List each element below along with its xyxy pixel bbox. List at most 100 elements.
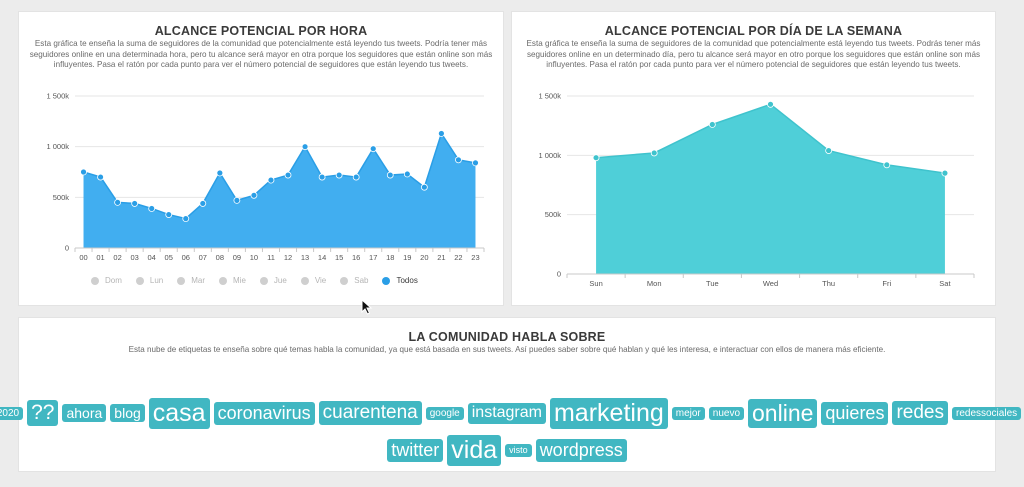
hourly-reach-title: ALCANCE POTENCIAL POR HORA	[154, 24, 368, 38]
legend-dot-icon	[259, 276, 268, 285]
data-point	[403, 170, 411, 178]
x-tick-label: 04	[148, 253, 156, 262]
data-point	[216, 169, 224, 177]
x-tick-label: 14	[318, 253, 326, 262]
tag-visto[interactable]: visto	[505, 444, 532, 457]
x-tick-label: 02	[113, 253, 121, 262]
x-tick-label: 08	[216, 253, 224, 262]
tag-marketing[interactable]: marketing	[549, 398, 668, 429]
tag-cloud-title: LA COMUNIDAD HABLA SOBRE	[408, 330, 606, 344]
data-point	[650, 149, 658, 157]
legend-item-jue[interactable]: Jue	[259, 276, 287, 285]
data-point	[199, 200, 207, 207]
tag-wordpress[interactable]: wordpress	[535, 439, 627, 462]
data-point	[165, 211, 173, 218]
tag-ahora[interactable]: ahora	[62, 404, 107, 423]
legend-dot-icon	[91, 276, 99, 285]
data-point	[233, 196, 241, 204]
legend-dot-icon	[382, 276, 391, 285]
y-tick-label: 1 500k	[46, 92, 69, 101]
data-point	[131, 200, 139, 207]
data-point	[148, 205, 156, 212]
tag-google[interactable]: google	[425, 406, 464, 421]
legend-dot-icon	[135, 276, 144, 285]
x-tick-label: 07	[199, 253, 207, 262]
tag-vida[interactable]: vida	[447, 435, 502, 466]
weekly-reach-title: ALCANCE POTENCIAL POR DÍA DE LA SEMANA	[604, 24, 903, 38]
tag-online[interactable]: online	[748, 399, 818, 428]
x-tick-label: 03	[130, 253, 138, 262]
x-tick-label: 16	[352, 253, 360, 262]
data-point	[941, 169, 949, 177]
tag-mejor[interactable]: mejor	[671, 406, 705, 421]
x-tick-label: Fri	[882, 279, 891, 288]
data-point	[455, 156, 462, 164]
x-tick-label: 15	[335, 253, 343, 262]
y-tick-label: 1 000k	[538, 151, 561, 160]
legend-label: Jue	[273, 276, 287, 285]
weekly-reach-chart[interactable]: 0 500k 1 000k 1 500k Sun Mon Tue Wed Thu Fri Sat	[512, 12, 995, 305]
hourly-reach-legend: Dom Lun Mar Mie Jue Vie Sab Todos	[91, 276, 432, 285]
area-fill	[83, 133, 476, 248]
x-tick-label: 23	[471, 253, 479, 262]
tag-casa[interactable]: casa	[148, 398, 210, 429]
tag-instagram[interactable]: instagram	[467, 403, 546, 424]
data-point	[386, 171, 394, 179]
tag-twitter[interactable]: twitter	[387, 439, 444, 462]
data-point	[335, 171, 343, 179]
x-tick-label: Tue	[706, 279, 719, 288]
y-tick-label: 500k	[545, 210, 562, 219]
legend-dot-icon	[177, 276, 186, 285]
tag-cloud-panel: LA COMUNIDAD HABLA SOBRE Esta nube de et…	[0, 318, 1022, 471]
x-tick-label: 09	[233, 253, 241, 262]
y-tick-label: 500k	[53, 193, 70, 202]
tag-blog[interactable]: blog	[110, 404, 145, 423]
legend-label: Mie	[233, 276, 246, 285]
data-point	[80, 168, 87, 176]
data-point	[369, 145, 377, 153]
tag-cuarentena[interactable]: cuarentena	[318, 401, 422, 426]
tag-question-marks[interactable]: ??	[27, 400, 59, 427]
weekly-reach-panel: ALCANCE POTENCIAL POR DÍA DE LA SEMANA E…	[512, 12, 995, 305]
hourly-reach-description: Esta gráfica te enseña la suma de seguid…	[29, 39, 493, 69]
legend-label: Dom	[105, 276, 122, 285]
x-tick-label: 18	[386, 253, 394, 262]
hourly-reach-panel: ALCANCE POTENCIAL POR HORA Esta gráfica …	[19, 12, 503, 305]
tag-quieres[interactable]: quieres	[821, 402, 889, 425]
tag-coronavirus[interactable]: coronavirus	[213, 402, 315, 425]
hourly-reach-chart[interactable]: 0 500k 1 000k 1 500k 00 01 02 03 04 05 06 07 08 09 10 1…	[19, 12, 503, 305]
data-point	[472, 159, 479, 167]
x-tick-label: 13	[301, 253, 309, 262]
legend-label: Vie	[314, 276, 327, 285]
legend-item-todos[interactable]: Todos	[382, 276, 418, 285]
x-tick-label: 00	[79, 253, 87, 262]
x-tick-label: 12	[284, 253, 292, 262]
x-tick-label: 20	[420, 253, 428, 262]
data-point	[767, 100, 774, 108]
y-tick-label: 0	[65, 244, 69, 253]
tag-nuevo[interactable]: nuevo	[708, 406, 745, 421]
legend-label: Sab	[354, 276, 369, 285]
tag-redes[interactable]: redes	[892, 401, 948, 426]
tag-redessociales[interactable]: redessociales	[951, 406, 1022, 421]
legend-dot-icon	[340, 276, 349, 285]
legend-item-mar[interactable]: Mar	[177, 276, 205, 285]
legend-dot-icon	[300, 276, 309, 285]
tag-cloud-row: 2020??ahorablogcasacoronaviruscuarentena…	[0, 398, 1022, 429]
legend-item-vie[interactable]: Vie	[300, 276, 327, 285]
data-point	[250, 191, 258, 199]
data-point	[352, 173, 360, 181]
legend-item-dom[interactable]: Dom	[91, 276, 122, 285]
legend-label: Lun	[149, 276, 164, 285]
legend-label: Todos	[396, 276, 418, 285]
y-tick-label: 1 500k	[538, 92, 561, 101]
tag-2020[interactable]: 2020	[0, 406, 24, 421]
data-point	[825, 147, 833, 154]
data-point	[592, 154, 600, 162]
data-point	[182, 215, 190, 223]
data-point	[437, 130, 445, 137]
legend-item-sab[interactable]: Sab	[340, 276, 368, 285]
legend-item-mie[interactable]: Mie	[219, 276, 246, 285]
legend-item-lun[interactable]: Lun	[135, 276, 164, 285]
x-tick-label: 19	[403, 253, 411, 262]
